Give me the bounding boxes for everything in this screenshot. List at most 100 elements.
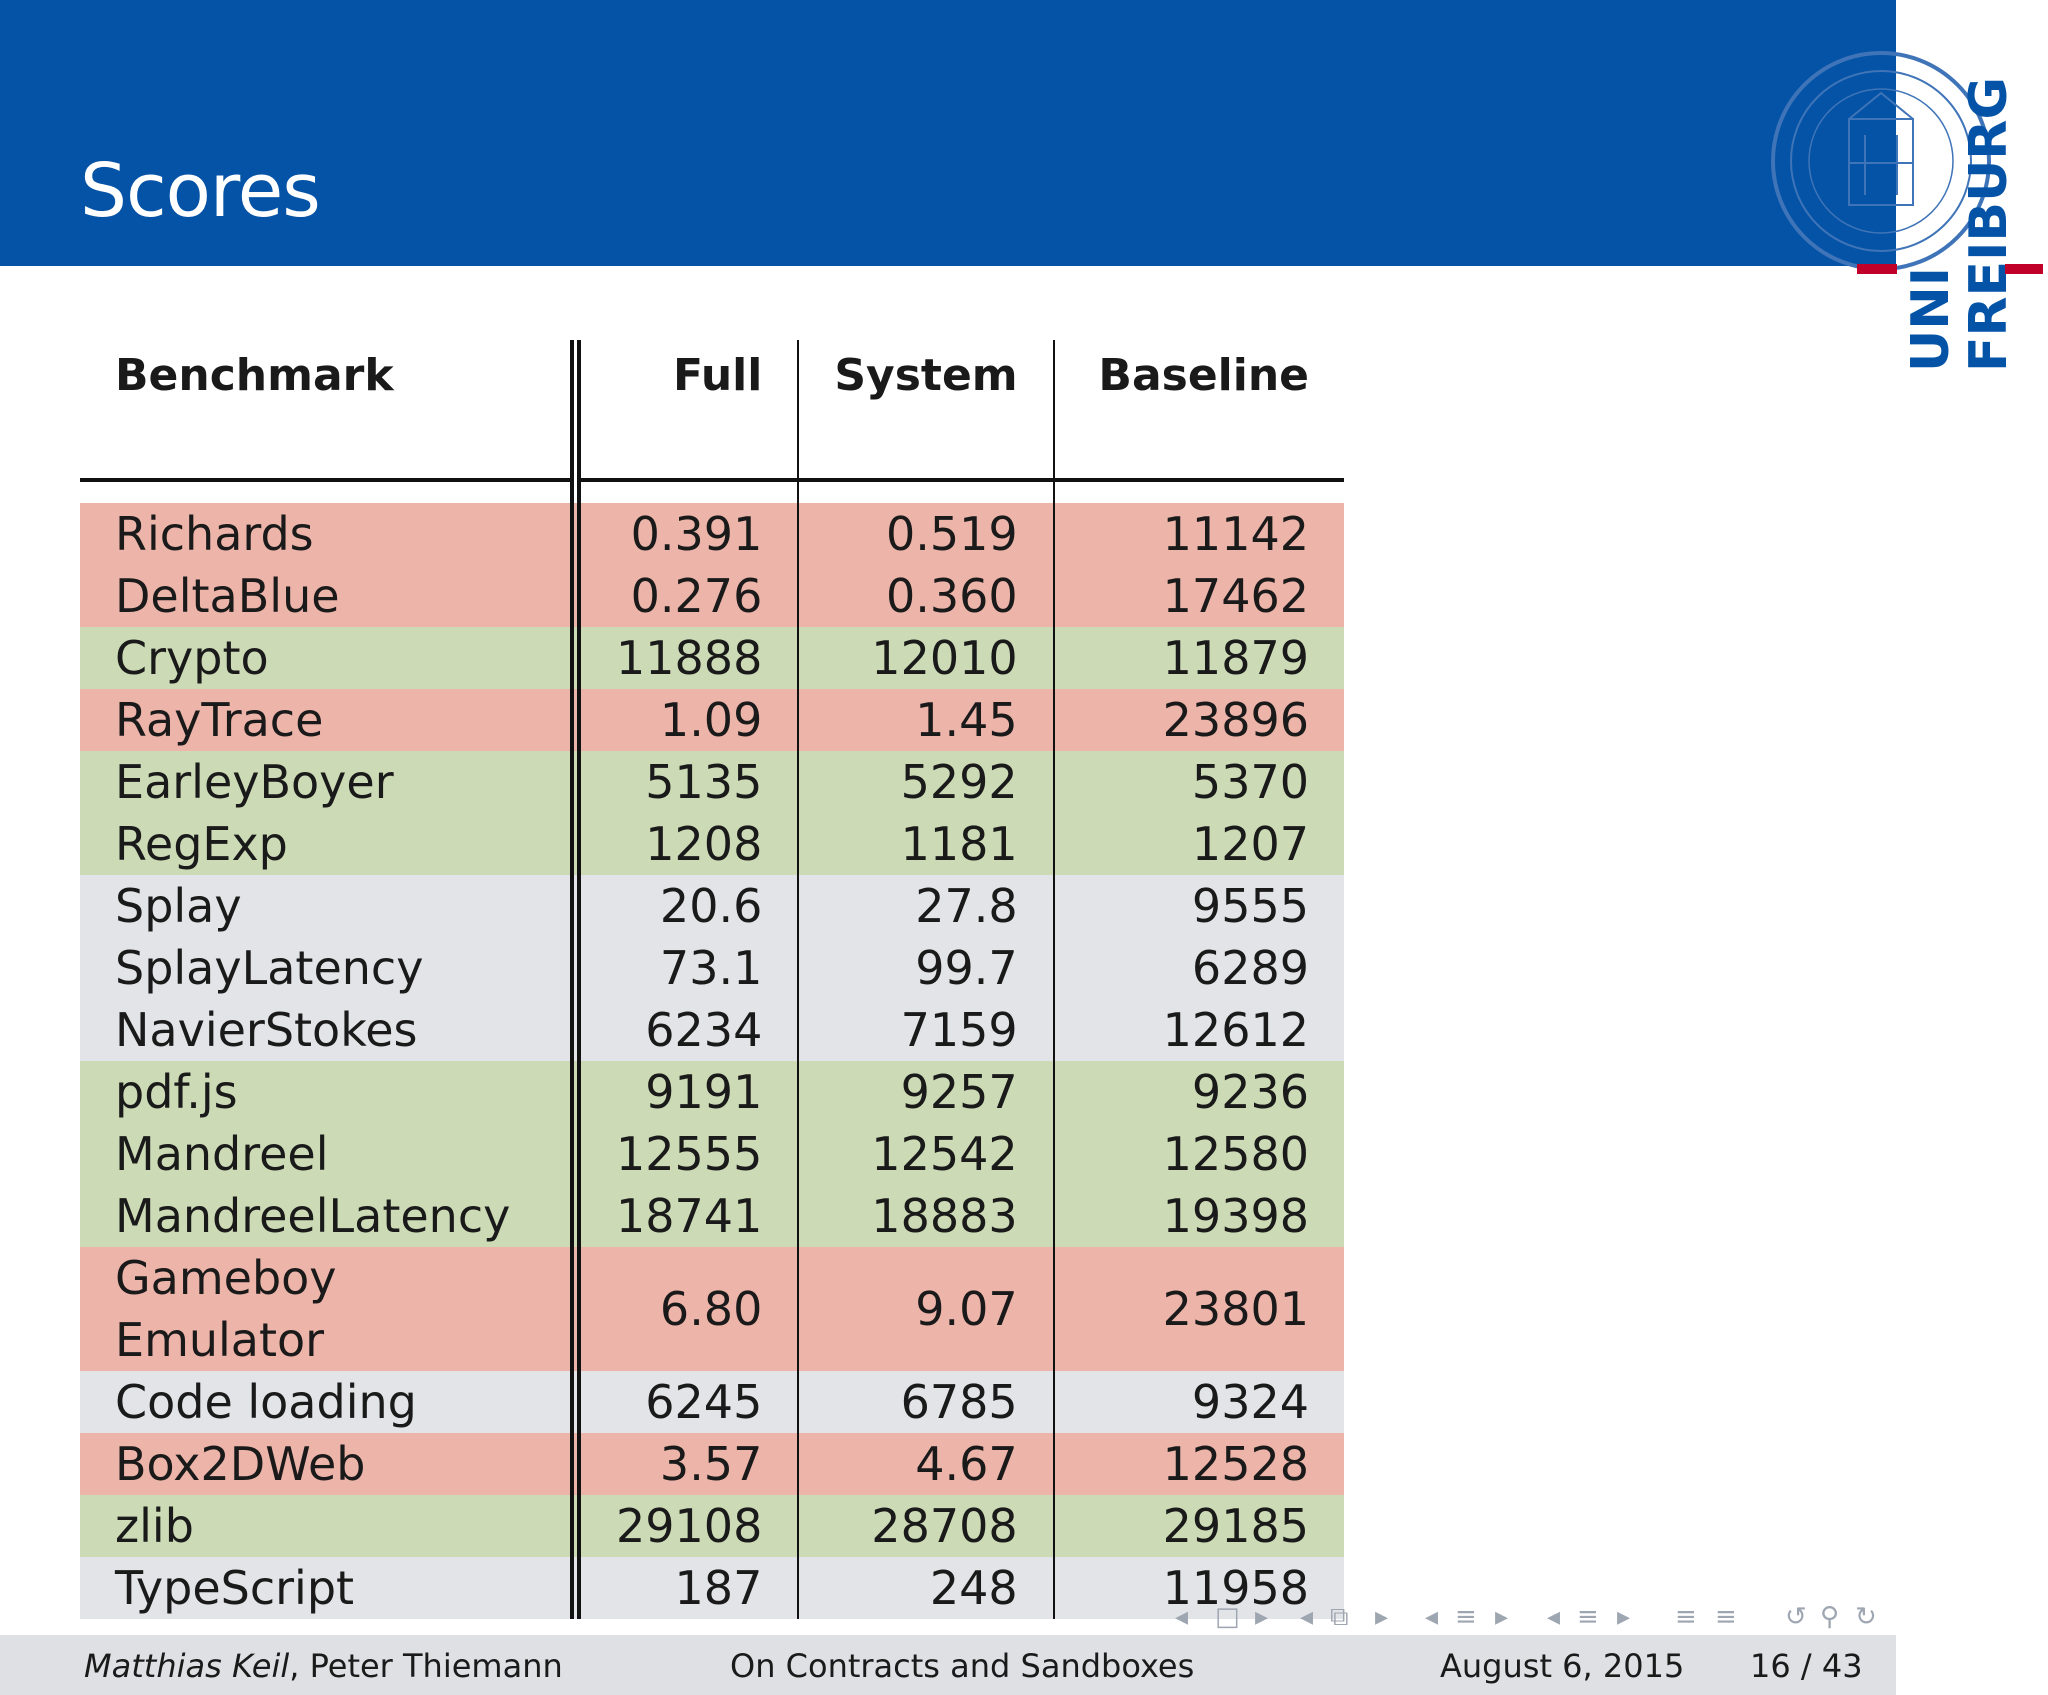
slide-footer: Matthias Keil, Peter Thiemann On Contrac…: [0, 1635, 1896, 1695]
nav-next-slide-icon[interactable]: ▸: [1255, 1602, 1269, 1632]
nav-prev-slide-icon[interactable]: ◂: [1175, 1602, 1189, 1632]
footer-author-coauthor: , Peter Thiemann: [289, 1647, 563, 1685]
full-score-cell: 1208: [575, 813, 800, 875]
nav-next-frame-icon[interactable]: ▸: [1375, 1602, 1389, 1632]
benchmark-name-cell: pdf.js: [80, 1061, 581, 1123]
scores-table: Benchmark Full System Baseline Richards 0…: [80, 340, 1344, 1619]
table-row: NavierStokes 6234 7159 12612: [80, 999, 1344, 1061]
baseline-score-cell: 1207: [1053, 813, 1344, 875]
table-row: TypeScript 187 248 11958: [80, 1557, 1344, 1619]
nav-back-icon[interactable]: ↺: [1785, 1602, 1807, 1632]
nav-frame-icon[interactable]: ⧉: [1330, 1602, 1349, 1632]
baseline-score-cell: 6289: [1053, 937, 1344, 999]
table-row: Splay 20.6 27.8 9555: [80, 875, 1344, 937]
beamer-navigation[interactable]: ◂ □ ▸ ◂ ⧉ ▸ ◂ ≡ ▸ ◂ ≡ ▸ ≡ ≡ ↺ ⚲ ↻: [1175, 1602, 1895, 1636]
logo-line-freiburg: FREIBURG: [1959, 76, 2019, 372]
system-score-cell: 9.07: [798, 1247, 1055, 1371]
header-baseline: Baseline: [1053, 340, 1344, 482]
full-score-cell: 187: [575, 1557, 800, 1619]
nav-prev-frame-icon[interactable]: ◂: [1300, 1602, 1314, 1632]
benchmark-name-cell: Mandreel: [80, 1123, 581, 1185]
baseline-score-cell: 17462: [1053, 565, 1344, 627]
header-system: System: [798, 340, 1055, 482]
footer-talk-title: On Contracts and Sandboxes: [730, 1647, 1195, 1685]
nav-next-section-icon[interactable]: ▸: [1617, 1602, 1631, 1632]
full-score-cell: 0.276: [575, 565, 800, 627]
nav-slide-icon[interactable]: □: [1215, 1602, 1240, 1632]
full-score-cell: 6234: [575, 999, 800, 1061]
full-score-cell: 0.391: [575, 503, 800, 565]
system-score-cell: 27.8: [798, 875, 1055, 937]
table-spacer-row: [80, 480, 1344, 503]
table-row: Mandreel 12555 12542 12580: [80, 1123, 1344, 1185]
nav-section-icon[interactable]: ≡: [1577, 1602, 1599, 1632]
logo-line-uni: UNI: [1901, 266, 1961, 372]
full-score-cell: 9191: [575, 1061, 800, 1123]
baseline-score-cell: 9324: [1053, 1371, 1344, 1433]
benchmark-name-cell: DeltaBlue: [80, 565, 581, 627]
table-row: EarleyBoyer 5135 5292 5370: [80, 751, 1344, 813]
system-score-cell: 1.45: [798, 689, 1055, 751]
full-score-cell: 20.6: [575, 875, 800, 937]
baseline-score-cell: 12580: [1053, 1123, 1344, 1185]
nav-search-icon[interactable]: ⚲: [1820, 1602, 1840, 1632]
nav-prev-section-icon[interactable]: ◂: [1547, 1602, 1561, 1632]
nav-forward-icon[interactable]: ↻: [1855, 1602, 1877, 1632]
system-score-cell: 4.67: [798, 1433, 1055, 1495]
benchmark-name-cell: MandreelLatency: [80, 1185, 581, 1247]
table-row: MandreelLatency 18741 18883 19398: [80, 1185, 1344, 1247]
table-header-row: Benchmark Full System Baseline: [80, 340, 1344, 482]
full-score-cell: 11888: [575, 627, 800, 689]
spacer-cell: [575, 480, 800, 503]
baseline-score-cell: 5370: [1053, 751, 1344, 813]
logo-accent-bar: [2005, 264, 2043, 274]
table-row: RayTrace 1.09 1.45 23896: [80, 689, 1344, 751]
nav-next-subsection-icon[interactable]: ▸: [1495, 1602, 1509, 1632]
system-score-cell: 0.519: [798, 503, 1055, 565]
benchmark-name-cell: RayTrace: [80, 689, 581, 751]
table-row: Box2DWeb 3.57 4.67 12528: [80, 1433, 1344, 1495]
spacer-cell: [80, 480, 581, 503]
baseline-score-cell: 12612: [1053, 999, 1344, 1061]
full-score-cell: 29108: [575, 1495, 800, 1557]
full-score-cell: 6245: [575, 1371, 800, 1433]
baseline-score-cell: 9236: [1053, 1061, 1344, 1123]
benchmark-name-cell: TypeScript: [80, 1557, 581, 1619]
table-row: Gameboy Emulator 6.80 9.07 23801: [80, 1247, 1344, 1371]
benchmark-name-cell: NavierStokes: [80, 999, 581, 1061]
benchmark-name-cell: Splay: [80, 875, 581, 937]
nav-appendix-icon[interactable]: ≡: [1715, 1602, 1737, 1632]
full-score-cell: 3.57: [575, 1433, 800, 1495]
baseline-score-cell: 11142: [1053, 503, 1344, 565]
full-score-cell: 1.09: [575, 689, 800, 751]
table-row: pdf.js 9191 9257 9236: [80, 1061, 1344, 1123]
baseline-score-cell: 12528: [1053, 1433, 1344, 1495]
system-score-cell: 9257: [798, 1061, 1055, 1123]
table-row: Richards 0.391 0.519 11142: [80, 503, 1344, 565]
footer-authors: Matthias Keil, Peter Thiemann: [84, 1647, 563, 1685]
nav-outline-icon[interactable]: ≡: [1675, 1602, 1697, 1632]
benchmark-name-cell: SplayLatency: [80, 937, 581, 999]
full-score-cell: 18741: [575, 1185, 800, 1247]
table-row: RegExp 1208 1181 1207: [80, 813, 1344, 875]
benchmark-name-cell: zlib: [80, 1495, 581, 1557]
system-score-cell: 12542: [798, 1123, 1055, 1185]
footer-page-number: 16 / 43: [1750, 1647, 1863, 1685]
university-logo: UNI FREIBURG: [1901, 76, 2019, 372]
table-row: Crypto 11888 12010 11879: [80, 627, 1344, 689]
nav-subsection-icon[interactable]: ≡: [1455, 1602, 1477, 1632]
system-score-cell: 12010: [798, 627, 1055, 689]
full-score-cell: 73.1: [575, 937, 800, 999]
system-score-cell: 5292: [798, 751, 1055, 813]
benchmark-name-cell: EarleyBoyer: [80, 751, 581, 813]
system-score-cell: 248: [798, 1557, 1055, 1619]
benchmark-name-cell: Code loading: [80, 1371, 581, 1433]
footer-date: August 6, 2015: [1440, 1647, 1685, 1685]
nav-prev-subsection-icon[interactable]: ◂: [1425, 1602, 1439, 1632]
system-score-cell: 0.360: [798, 565, 1055, 627]
benchmark-name-cell: Gameboy Emulator: [80, 1247, 581, 1371]
baseline-score-cell: 11879: [1053, 627, 1344, 689]
system-score-cell: 99.7: [798, 937, 1055, 999]
table-row: Code loading 6245 6785 9324: [80, 1371, 1344, 1433]
system-score-cell: 7159: [798, 999, 1055, 1061]
